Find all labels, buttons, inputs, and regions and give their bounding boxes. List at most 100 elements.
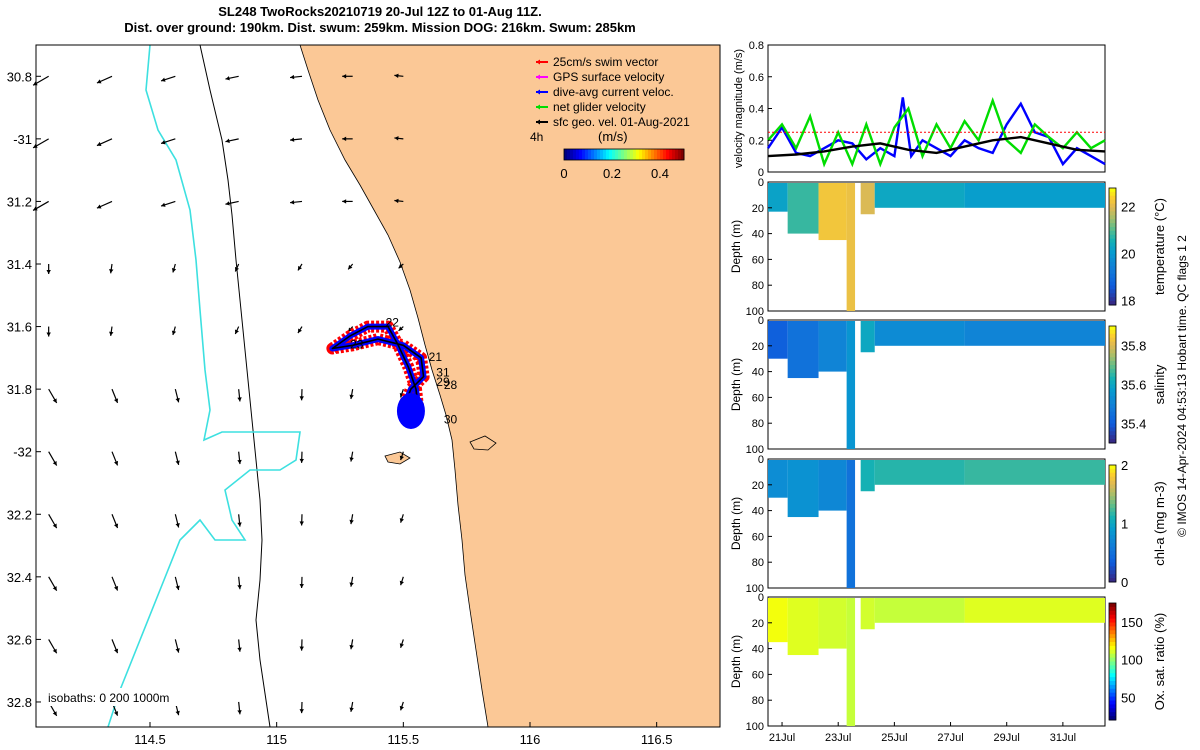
section-colorbar-segment [1109,504,1116,509]
section-colorbar-tick-label: 150 [1121,615,1143,630]
section-colorbar-segment [1109,227,1116,232]
current-arrow-head [175,710,180,716]
section-y-tick-label: 0 [758,177,764,189]
current-arrow-head [399,580,404,586]
section-colorbar-tick-label: 20 [1121,247,1135,262]
current-arrow-head [290,137,295,142]
section-y-tick-label: 60 [752,254,764,266]
current-arrow-field [32,73,404,717]
current-arrow-head [161,202,166,207]
section-colorbar-segment [1109,380,1116,385]
section-colorbar-segment [1109,665,1116,670]
section-y-tick-label: 100 [746,444,764,456]
section-segment [768,598,788,643]
colorbar-segment [579,149,583,160]
section-colorbar-segment [1109,618,1116,623]
section-colorbar-segment [1109,543,1116,548]
current-arrow-head [399,518,404,523]
section-colorbar-segment [1109,465,1116,470]
section-colorbar-segment [1109,211,1116,216]
colorbar-segment [582,149,586,160]
current-arrow-head [109,331,114,336]
velocity-series-line [767,135,1106,158]
velocity-y-label: velocity magnitude (m/s) [733,49,745,168]
colorbar-segment [627,149,631,160]
section-colorbar-segment [1109,642,1116,647]
section-colorbar-segment [1109,203,1116,208]
section-colorbar-segment [1109,411,1116,417]
colorbar-segment [609,149,613,160]
section-colorbar-label: chl-a (mg m-3) [1152,481,1167,566]
current-arrow-head [114,586,119,591]
current-arrow-head [175,460,180,465]
section-colorbar-segment [1109,578,1116,583]
current-arrow-head [299,396,304,401]
velocity-y-tick-label: 0.4 [749,104,764,116]
section-colorbar-segment [1109,550,1116,556]
section-colorbar-segment [1109,603,1116,608]
section-colorbar-tick-label: 2 [1121,458,1128,473]
section-colorbar-segment [1109,254,1116,259]
map-y-tick-label: 32.8 [7,695,32,710]
section-colorbar-segment [1109,262,1116,267]
colorbar-segment [672,149,676,160]
current-arrow-head [52,523,57,529]
current-arrow-head [290,200,295,205]
colorbar-segment [681,149,685,160]
section-colorbar-segment [1109,554,1116,560]
section-colorbar-segment [1109,439,1116,444]
colorbar-segment [639,149,643,160]
section-colorbar-segment [1109,626,1116,631]
section-colorbar-segment [1109,515,1116,521]
current-arrow-head [52,648,57,654]
colorbar-segment [633,149,637,160]
scale-label: 4h [530,130,543,144]
section-colorbar-segment [1109,349,1116,354]
section-colorbar-segment [1109,301,1116,306]
current-arrow-head [394,73,399,78]
section-y-tick-label: 40 [752,229,764,241]
section-colorbar-tick-label: 22 [1121,200,1135,215]
section-segment [768,321,788,359]
velocity-y-tick-label: 0.6 [749,72,764,84]
map-y-tick-label: 30.8 [7,69,32,84]
section-segment [964,598,1105,623]
section-colorbar-segment [1109,250,1116,255]
current-arrow-head [46,269,51,274]
section-colorbar-segment [1109,472,1116,478]
section-colorbar-segment [1109,188,1116,193]
section-colorbar-segment [1109,716,1116,721]
day-label: 28 [444,378,458,392]
section-colorbar-segment [1109,431,1116,436]
current-arrow-head [114,460,119,466]
section-y-label: Depth (m) [729,358,743,411]
section-colorbar-segment [1109,488,1116,493]
section-colorbar-segment [1109,345,1116,350]
legend-label: sfc geo. vel. 01-Aug-2021 [553,115,690,129]
section-colorbar-segment [1109,562,1116,567]
current-arrow-head [96,141,102,146]
map-y-tick-label: -31 [13,132,32,147]
current-arrow-head [349,519,354,525]
section-colorbar-segment [1109,289,1116,294]
section-colorbar-segment [1109,361,1116,366]
section-y-tick-label: 100 [746,306,764,318]
section-colorbar-segment [1109,480,1116,485]
map-y-tick-label: 32.6 [7,632,32,647]
legend-label: dive-avg current veloc. [553,85,674,99]
legend-label: GPS surface velocity [553,70,664,84]
section-colorbar-segment [1109,500,1116,505]
section-colorbar-segment [1109,566,1116,571]
section-colorbar-segment [1109,368,1116,374]
current-arrow-head [394,198,399,204]
section-colorbar-segment [1109,696,1116,701]
current-arrow-head [225,138,230,143]
map-x-tick-label: 115 [266,732,287,747]
section-colorbar-segment [1109,614,1116,620]
section-colorbar-segment [1109,407,1116,413]
section-segment [860,460,875,492]
copyright-text: © IMOS 14-Apr-2024 04:53:13 Hobart time.… [1175,235,1189,537]
colorbar-segment [636,149,640,160]
section-segment [818,183,847,241]
section-colorbar-segment [1109,357,1116,362]
